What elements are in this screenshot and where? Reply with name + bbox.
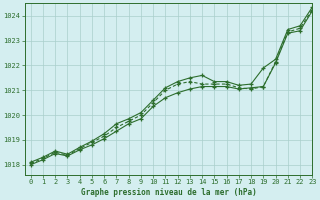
X-axis label: Graphe pression niveau de la mer (hPa): Graphe pression niveau de la mer (hPa)	[81, 188, 256, 197]
